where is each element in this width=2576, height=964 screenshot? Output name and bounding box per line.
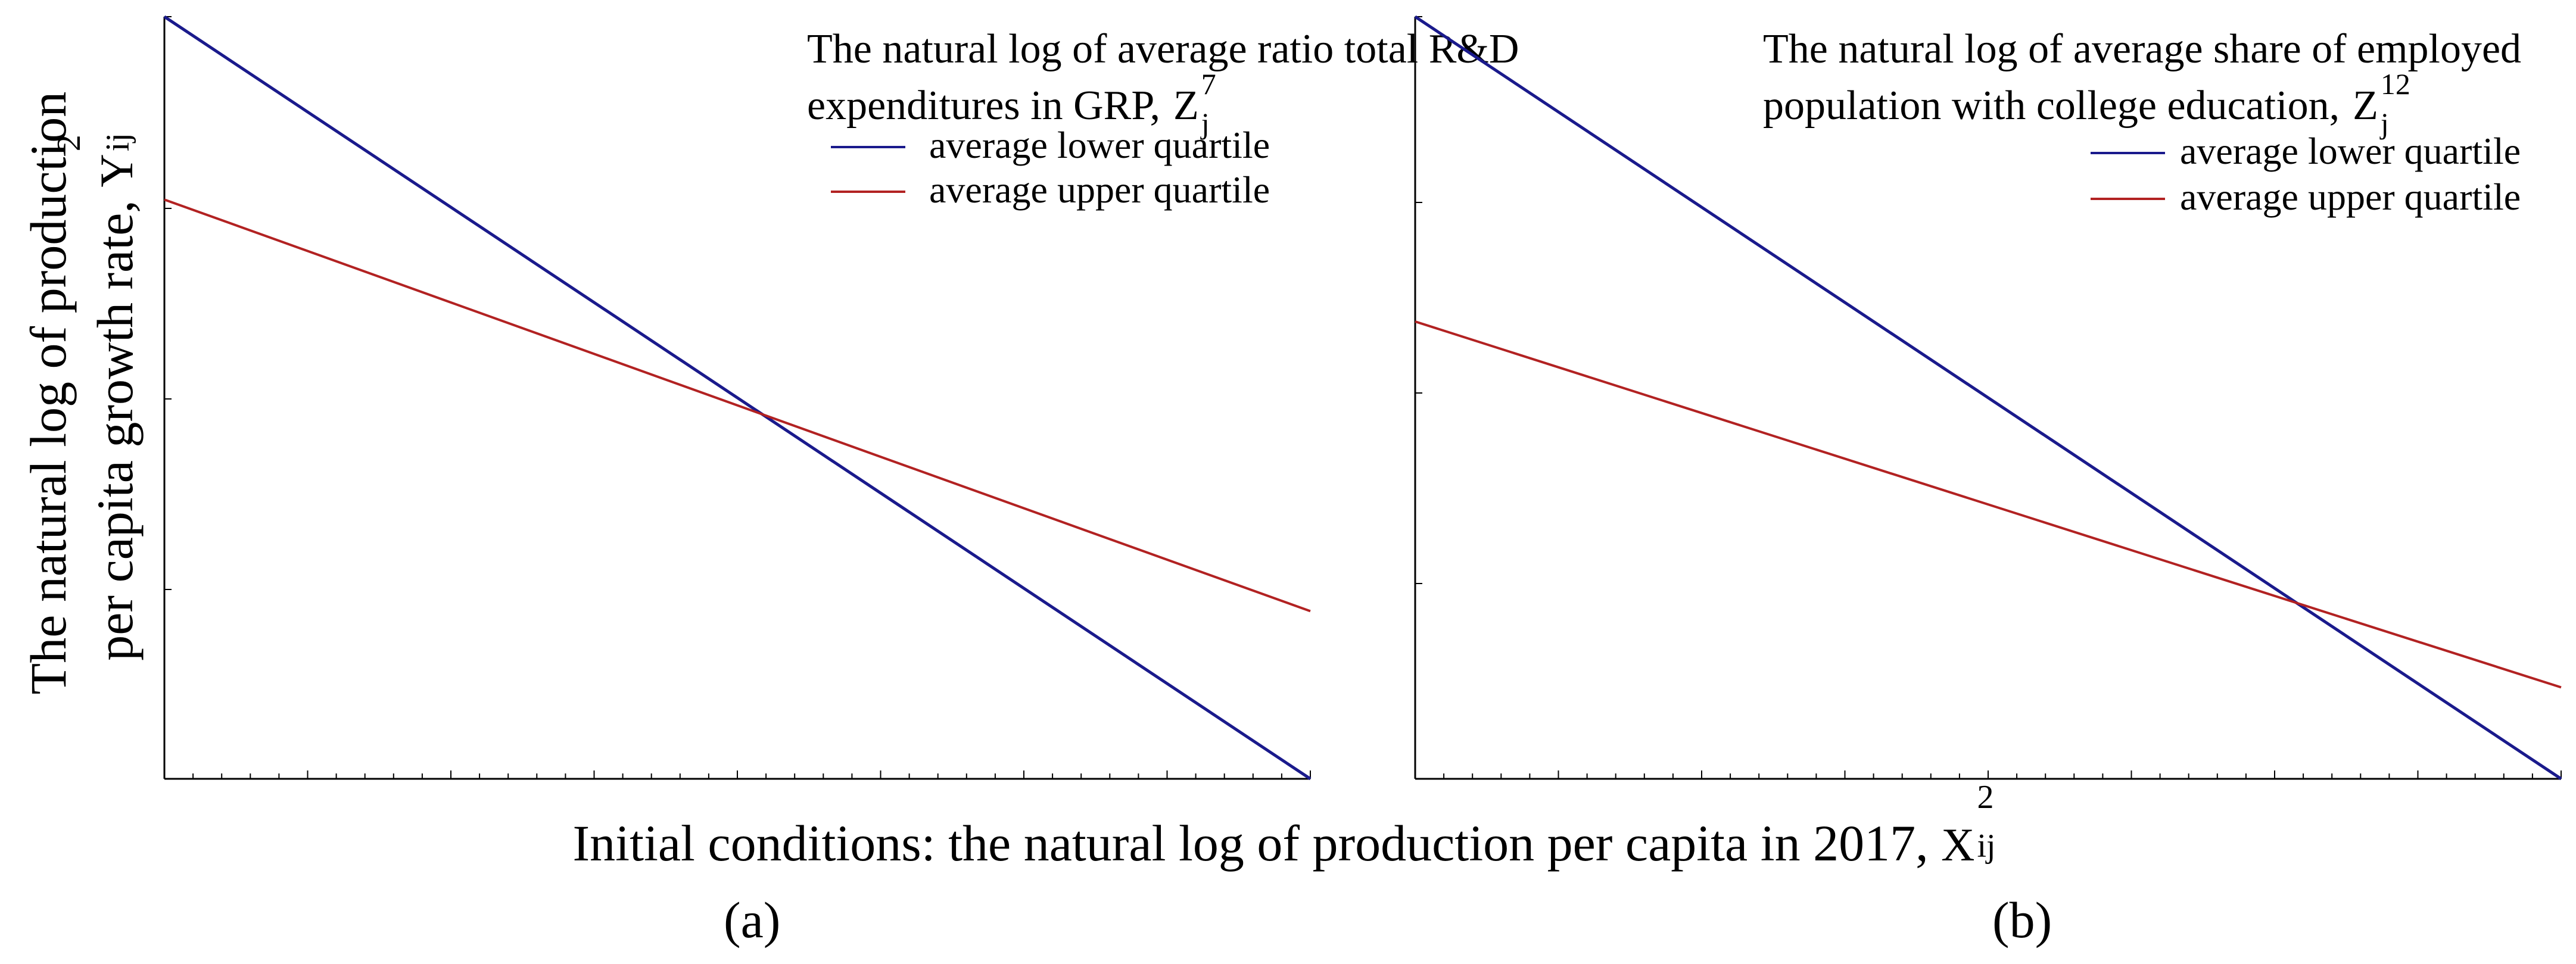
legend-label-lower: average lower quartile xyxy=(2180,130,2521,172)
title-symbol-sup: 7 xyxy=(1201,67,1216,101)
title-symbol: Z xyxy=(1173,83,1199,129)
y-axis-symbol: Y xyxy=(91,154,142,188)
x-axis-symbol: X xyxy=(1941,819,1975,871)
series-line-lower-quartile xyxy=(163,15,1312,781)
chart-title-line-0: The natural log of average share of empl… xyxy=(1763,26,2521,72)
x-axis-symbol-sup: 2 xyxy=(1977,779,1994,816)
title-symbol-sub: j xyxy=(1200,107,1210,140)
plot-panel-1: The natural log of average share of empl… xyxy=(1414,15,2562,781)
legend-label-upper: average upper quartile xyxy=(2180,176,2521,218)
series-line-upper-quartile xyxy=(1415,320,2562,689)
panel-label-a: (a) xyxy=(724,891,781,949)
y-axis-symbol-sup: 2 xyxy=(51,135,88,152)
legend-label-upper: average upper quartile xyxy=(929,169,1270,211)
y-axis-title-line2: per capita growth rate, Y 2 ij xyxy=(51,24,148,762)
y-axis-symbol-sub: ij xyxy=(99,133,136,152)
chart-title-line-1: population with college education, xyxy=(1763,83,2340,129)
panel-label-b: (b) xyxy=(1992,891,2052,949)
series-line-upper-quartile xyxy=(164,198,1311,613)
chart-title-line-0: The natural log of average ratio total R… xyxy=(807,26,1519,72)
y-axis-title-line2-text: per capita growth rate, xyxy=(86,200,144,661)
y-axis-title: The natural log of production per capita… xyxy=(15,24,194,762)
chart-title-line-1: expenditures in GRP, xyxy=(807,83,1160,129)
x-axis-title-text: Initial conditions: the natural log of p… xyxy=(572,815,1929,872)
legend-label-lower: average lower quartile xyxy=(929,124,1270,166)
plot-panel-0: The natural log of average ratio total R… xyxy=(163,15,1519,781)
title-symbol-sub: j xyxy=(2379,107,2389,140)
x-axis-symbol-sub: ij xyxy=(1977,828,1996,865)
title-symbol: Z xyxy=(2353,83,2378,129)
series-line-lower-quartile xyxy=(1414,15,2562,781)
x-axis-title: Initial conditions: the natural log of p… xyxy=(0,781,2576,875)
title-symbol-sup: 12 xyxy=(2381,67,2410,101)
